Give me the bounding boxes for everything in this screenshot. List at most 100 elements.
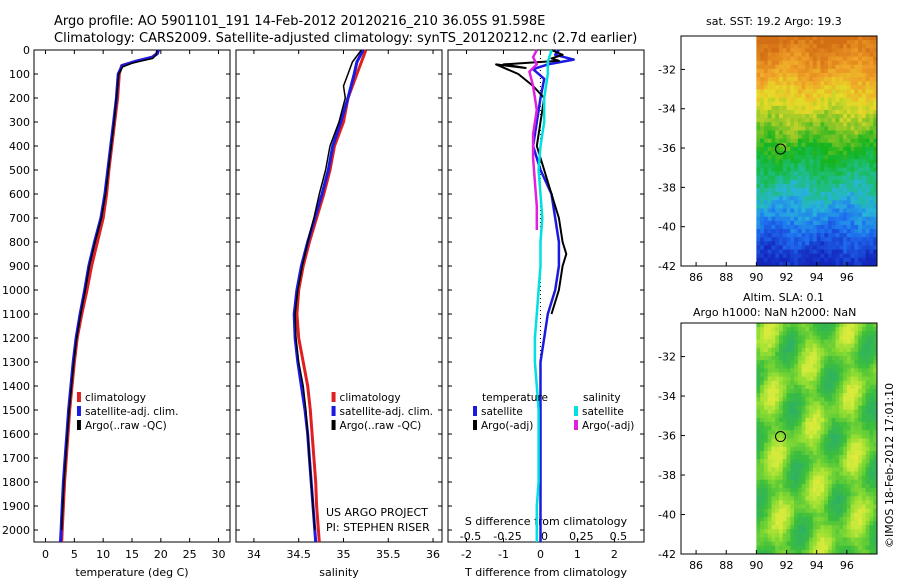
map-cell [820, 323, 825, 328]
map-cell [782, 68, 788, 74]
map-cell [812, 380, 818, 386]
map-cell [771, 114, 776, 119]
map-cell [850, 467, 855, 473]
map-cell [850, 208, 855, 214]
map-cell [839, 430, 844, 435]
map-cell [760, 163, 765, 168]
map-cell [790, 241, 795, 246]
map-cell [865, 541, 870, 547]
map-cell [861, 450, 867, 456]
map-cell [835, 525, 840, 530]
map-cell [858, 72, 863, 78]
map-cell [771, 101, 776, 107]
map-cell [835, 393, 840, 398]
map-cell [850, 183, 855, 189]
map-cell [760, 512, 765, 518]
map-cell [828, 142, 833, 148]
map-cell [839, 380, 844, 386]
map-cell [828, 200, 833, 205]
map-cell [816, 64, 821, 70]
map-cell [805, 426, 810, 431]
map-cell [861, 52, 867, 58]
map-cell [865, 253, 870, 259]
map-cell [763, 533, 769, 539]
map-cell [760, 323, 765, 328]
map-cell [812, 245, 818, 251]
map-cell [869, 327, 874, 332]
map-cell [782, 175, 788, 181]
map-cell [767, 101, 772, 107]
map-cell [805, 393, 810, 398]
map-cell [835, 200, 840, 205]
map-cell [843, 467, 848, 473]
map-cell [843, 249, 848, 255]
map-cell [812, 200, 818, 205]
map-cell [786, 48, 791, 53]
map-cell [839, 512, 844, 518]
map-cell [820, 360, 825, 365]
map-cell [756, 393, 761, 398]
map-cell [786, 241, 791, 246]
map-cell [858, 438, 863, 444]
map-cell [869, 208, 874, 214]
map-cell [839, 64, 844, 70]
map-cell [812, 467, 818, 473]
map-cell [760, 488, 765, 493]
map-cell [794, 500, 799, 506]
map-cell [873, 351, 878, 357]
map-cell [858, 167, 863, 173]
map-cell [824, 508, 829, 514]
map-cell [786, 245, 791, 251]
map-cell [869, 60, 874, 66]
map-cell [820, 220, 825, 226]
map-cell [809, 331, 814, 336]
map-cell [839, 541, 844, 547]
map-cell [843, 212, 848, 218]
map-cell [839, 405, 844, 411]
map-cell [797, 146, 803, 152]
map-cell [831, 253, 837, 259]
map-cell [824, 331, 829, 336]
map-cell [835, 405, 840, 411]
map-cell [767, 196, 772, 201]
map-cell [775, 89, 780, 94]
map-cell [767, 167, 772, 173]
map-cell [816, 241, 821, 246]
map-cell [812, 261, 818, 267]
map-cell [790, 85, 795, 90]
map-cell [767, 360, 772, 365]
map-cell [846, 134, 852, 140]
map-cell [865, 118, 870, 123]
map-cell [861, 159, 867, 164]
map-cell [839, 496, 844, 501]
map-cell [809, 368, 814, 374]
map-cell [809, 376, 814, 382]
map-cell [835, 40, 840, 45]
map-cell [763, 442, 769, 448]
map-cell [843, 97, 848, 103]
map-cell [831, 134, 837, 140]
map-cell [865, 446, 870, 452]
map-cell [873, 192, 878, 197]
map-cell [805, 56, 810, 62]
map-cell [786, 60, 791, 66]
map-cell [858, 389, 863, 394]
map-cell [805, 376, 810, 382]
map-cell [824, 175, 829, 181]
map-cell [775, 360, 780, 365]
map-cell [794, 101, 799, 107]
map-cell [771, 479, 776, 485]
map-cell [846, 163, 852, 168]
map-cell [831, 401, 837, 407]
map-cell [771, 467, 776, 473]
map-cell [846, 204, 852, 209]
map-cell [816, 253, 821, 259]
map-cell [831, 413, 837, 419]
map-cell [873, 101, 878, 107]
map-cell [797, 479, 803, 485]
map-cell [782, 422, 788, 427]
map-cell [854, 541, 859, 547]
map-cell [797, 483, 803, 489]
map-cell [858, 463, 863, 468]
map-cell [835, 463, 840, 468]
